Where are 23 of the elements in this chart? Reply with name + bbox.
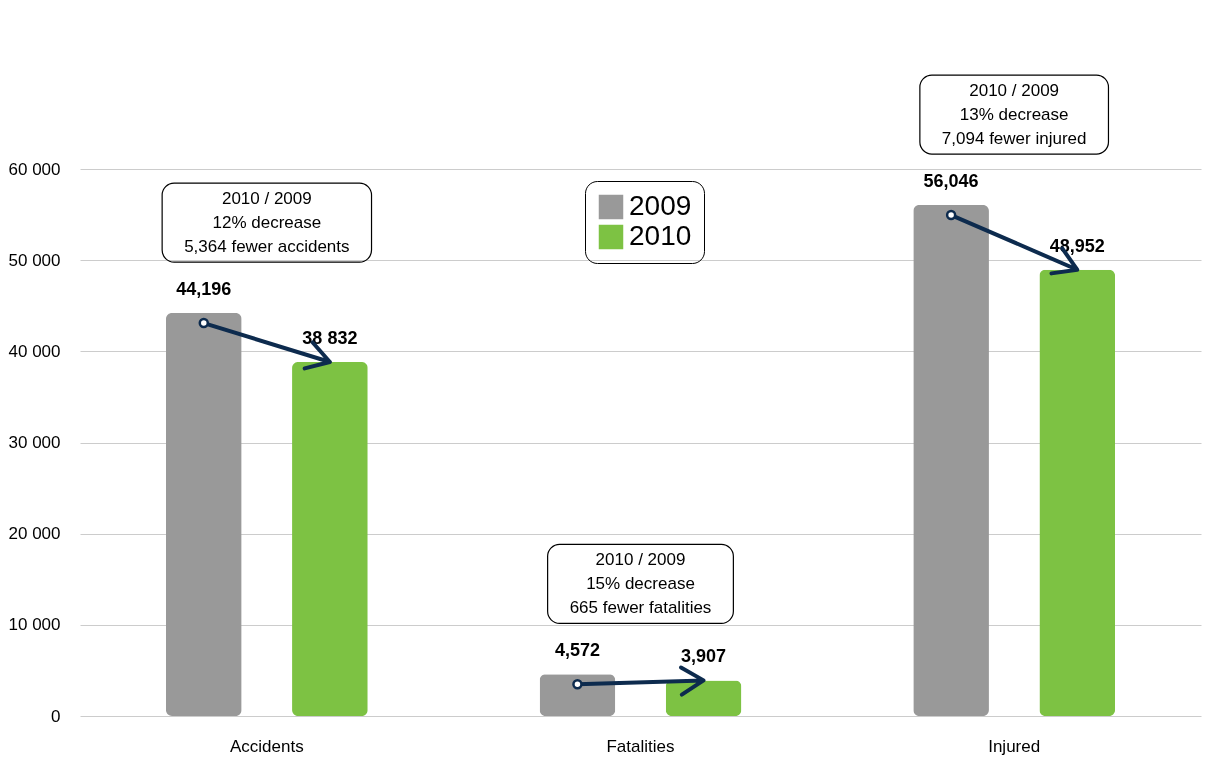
y-tick-label: 0 (51, 706, 61, 726)
data-label: 4,572 (554, 640, 600, 661)
x-tick-label: Accidents (229, 736, 304, 756)
data-label: 56,046 (923, 171, 979, 192)
bar (913, 205, 989, 716)
legend-label: 2010 (629, 220, 692, 251)
annotation: 2010 / 2009 15% decrease 665 fewer fatalities (569, 550, 712, 618)
text: 2010 / 2009 13% decrease 7,094 fewer injured (941, 81, 1087, 149)
annotation: 2010 / 2009 12% decrease 5,364 fewer accidents (184, 189, 350, 257)
data-label: 3,907 (681, 646, 727, 667)
data-label: 38 832 (302, 327, 358, 348)
x-tick-label: Injured (988, 736, 1041, 756)
y-tick-label: 40 000 (8, 341, 61, 361)
data-label: 48,952 (1049, 235, 1105, 256)
y-tick-label: 20 000 (8, 524, 61, 544)
data-label: 44,196 (176, 279, 232, 300)
y-tick-label: 10 000 (8, 615, 61, 635)
legend-label: 2009 (629, 190, 692, 221)
y-tick-label: 50 000 (8, 250, 61, 270)
y-tick-label: 30 000 (8, 433, 61, 452)
y-tick-label: 60 000 (8, 159, 61, 179)
x-tick-label: Fatalities (606, 736, 675, 756)
bar (165, 313, 242, 716)
